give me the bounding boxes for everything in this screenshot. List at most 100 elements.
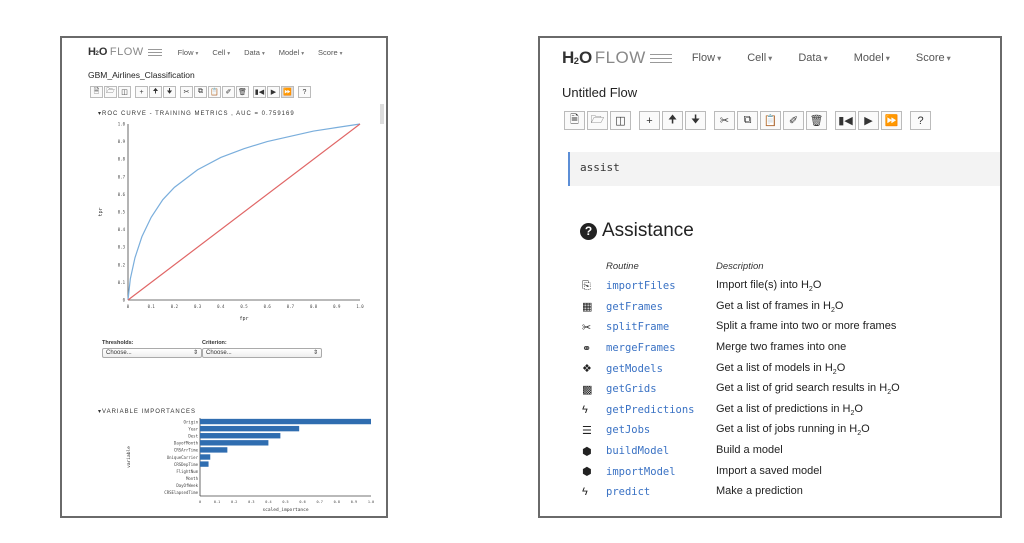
- select-arrow-icon: ⇕: [312, 350, 318, 356]
- open-folder-icon[interactable]: 🗁: [587, 111, 608, 130]
- output-cell: ROC CURVE - TRAINING METRICS , AUC = 0.7…: [90, 104, 380, 514]
- routine-link-predict[interactable]: predict: [606, 486, 651, 499]
- new-file-icon[interactable]: 🗎: [564, 111, 585, 130]
- insert-cell-icon[interactable]: +: [639, 111, 660, 130]
- routine-description: Build a model: [716, 444, 783, 458]
- routine-link-getPredictions[interactable]: getPredictions: [606, 403, 695, 416]
- menu-score[interactable]: Score: [916, 52, 951, 64]
- clear-icon[interactable]: ✐: [222, 86, 235, 98]
- routine-link-buildModel[interactable]: buildModel: [606, 445, 670, 458]
- menu-model[interactable]: Model: [854, 52, 890, 64]
- flow-title[interactable]: GBM_Airlines_Classification: [88, 70, 195, 80]
- scrollbar[interactable]: [380, 104, 384, 124]
- cube-icon: ⬢: [582, 445, 592, 458]
- move-up-icon[interactable]: 🠉: [662, 111, 683, 130]
- paste-icon[interactable]: 📋: [208, 86, 221, 98]
- routine-link-getFrames[interactable]: getFrames: [606, 300, 663, 313]
- routine-link-splitFrame[interactable]: splitFrame: [606, 321, 670, 334]
- menu-data[interactable]: Data: [798, 52, 827, 64]
- criterion-select[interactable]: Choose... ⇕: [202, 348, 322, 358]
- variable-importances-title[interactable]: VARIABLE IMPORTANCES: [98, 408, 196, 415]
- roc-y-tick-label: 0.1: [118, 280, 126, 285]
- description-text: Build a model: [716, 443, 783, 456]
- menu-flow[interactable]: Flow: [692, 52, 721, 64]
- roc-y-tick-label: 0.6: [118, 192, 126, 197]
- routine-row: ❖ getModels Get a list of models in H2O: [580, 358, 1000, 379]
- move-down-icon[interactable]: 🠋: [163, 86, 176, 98]
- menu-data[interactable]: Data: [244, 48, 265, 57]
- routine-link-mergeFrames[interactable]: mergeFrames: [606, 342, 676, 355]
- step-icon[interactable]: ▮◀: [835, 111, 856, 130]
- vi-x-axis-label: scaled_importance: [262, 507, 308, 512]
- menu-flow[interactable]: Flow: [178, 48, 199, 57]
- vi-x-tick-label: 0.4: [265, 500, 271, 504]
- help-icon[interactable]: ?: [910, 111, 931, 130]
- cut-icon[interactable]: ✂: [714, 111, 735, 130]
- routine-link-getJobs[interactable]: getJobs: [606, 424, 651, 437]
- main-menu: Flow Cell Data Model Score: [178, 48, 357, 57]
- description-suffix: O: [861, 423, 870, 436]
- routine-description: Get a list of models in H2O: [716, 362, 845, 376]
- step-icon[interactable]: ▮◀: [253, 86, 266, 98]
- header: H2O FLOW Flow Cell Data Model Score: [88, 46, 356, 58]
- help-icon[interactable]: ?: [298, 86, 311, 98]
- routine-link-importModel[interactable]: importModel: [606, 465, 676, 478]
- save-icon[interactable]: ◫: [118, 86, 131, 98]
- clear-icon[interactable]: ✐: [783, 111, 804, 130]
- description-subscript: 2: [857, 430, 862, 438]
- criterion-label: Criterion:: [202, 340, 227, 346]
- header: H2O FLOW Flow Cell Data Model Score: [562, 48, 977, 68]
- delete-icon[interactable]: 🗑: [236, 86, 249, 98]
- routine-link-importFiles[interactable]: importFiles: [606, 280, 676, 293]
- vi-x-tick-label: 0.9: [351, 500, 357, 504]
- thresholds-value: Choose...: [106, 350, 132, 356]
- new-file-icon[interactable]: 🗎: [90, 86, 103, 98]
- logo-h: H: [562, 48, 574, 67]
- routine-description: Get a list of frames in H2O: [716, 300, 843, 314]
- vi-bar: [200, 433, 281, 439]
- menu-model[interactable]: Model: [279, 48, 304, 57]
- cut-icon[interactable]: ✂: [180, 86, 193, 98]
- roc-y-tick-label: 0.4: [118, 227, 126, 232]
- save-icon[interactable]: ◫: [610, 111, 631, 130]
- delete-icon[interactable]: 🗑: [806, 111, 827, 130]
- menu-cell[interactable]: Cell: [747, 52, 772, 64]
- move-down-icon[interactable]: 🠋: [685, 111, 706, 130]
- routine-link-getGrids[interactable]: getGrids: [606, 383, 657, 396]
- select-arrow-icon: ⇕: [192, 350, 198, 356]
- main-menu: Flow Cell Data Model Score: [692, 52, 977, 64]
- vi-bar: [200, 440, 269, 446]
- open-folder-icon[interactable]: 🗁: [104, 86, 117, 98]
- routine-row: ▩ getGrids Get a list of grid search resul…: [580, 379, 1000, 400]
- roc-x-tick-label: 0.1: [148, 304, 156, 309]
- copy-icon[interactable]: ⧉: [194, 86, 207, 98]
- menu-score[interactable]: Score: [318, 48, 342, 57]
- run-all-icon[interactable]: ⏩: [881, 111, 902, 130]
- routine-link-getModels[interactable]: getModels: [606, 362, 663, 375]
- routine-description: Merge two frames into one: [716, 341, 846, 355]
- copy-icon[interactable]: ⧉: [737, 111, 758, 130]
- run-icon[interactable]: ▶: [858, 111, 879, 130]
- vi-x-tick-label: 0: [199, 500, 201, 504]
- tasks-icon: ☰: [582, 424, 592, 437]
- run-icon[interactable]: ▶: [267, 86, 280, 98]
- description-suffix: O: [891, 382, 900, 395]
- routine-row: ⚭ mergeFrames Merge two frames into one: [580, 338, 1000, 359]
- run-all-icon[interactable]: ⏩: [281, 86, 294, 98]
- roc-title[interactable]: ROC CURVE - TRAINING METRICS , AUC = 0.7…: [98, 110, 295, 117]
- description-suffix: O: [812, 279, 822, 292]
- roc-x-tick-label: 0.4: [217, 304, 225, 309]
- insert-cell-icon[interactable]: +: [135, 86, 148, 98]
- move-up-icon[interactable]: 🠉: [149, 86, 162, 98]
- flow-title[interactable]: Untitled Flow: [562, 85, 638, 100]
- import-files-icon: ⎘: [582, 279, 591, 292]
- roc-diagonal-line: [127, 123, 361, 301]
- paste-icon[interactable]: 📋: [760, 111, 781, 130]
- thresholds-select[interactable]: Choose... ⇕: [102, 348, 202, 358]
- routine-description: Make a prediction: [716, 485, 803, 499]
- menu-cell[interactable]: Cell: [212, 48, 230, 57]
- routine-description: Get a list of jobs running in H2O: [716, 423, 870, 437]
- cell-input[interactable]: assist: [568, 152, 1000, 186]
